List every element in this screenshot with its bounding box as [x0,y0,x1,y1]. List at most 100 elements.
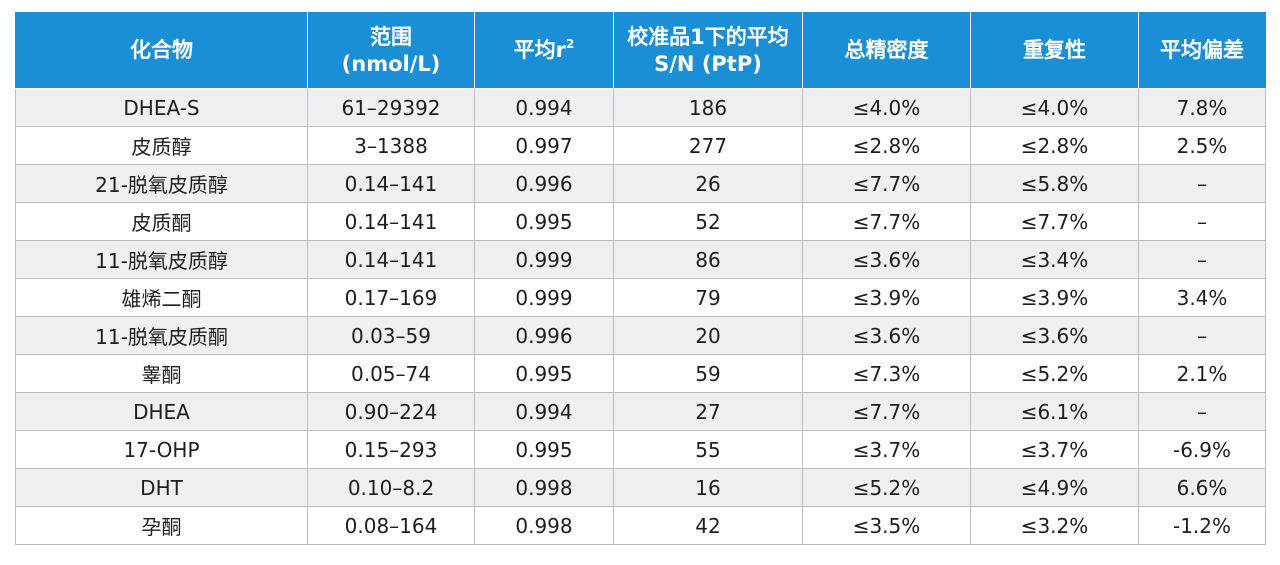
cell-total-precision: ≤2.8% [802,126,971,165]
cell-range: 0.14–141 [307,202,475,241]
cell-total-precision: ≤3.6% [802,316,971,355]
table-row: 孕酮 0.08–164 0.998 42 ≤3.5% ≤3.2% -1.2% [15,506,1266,545]
header-range: 范围 (nmol/L) [307,12,475,89]
cell-total-precision: ≤7.7% [802,202,971,241]
cell-mean-sn: 59 [613,354,803,393]
cell-total-precision: ≤7.7% [802,164,971,203]
cell-repeatability: ≤2.8% [970,126,1139,165]
header-mean-r2-label: 平均r [513,38,566,62]
table-row: 睾酮 0.05–74 0.995 59 ≤7.3% ≤5.2% 2.1% [15,354,1266,393]
cell-total-precision: ≤5.2% [802,468,971,507]
data-table-container: 化合物 范围 (nmol/L) 平均r2 校准品1下的平均 S/N (PtP) … [15,12,1266,545]
cell-repeatability: ≤4.9% [970,468,1139,507]
cell-mean-r2: 0.994 [474,392,614,431]
header-mean-r2-superscript: 2 [566,37,575,51]
cell-mean-r2: 0.998 [474,506,614,545]
cell-compound: 雄烯二酮 [15,278,308,317]
cell-mean-bias: – [1138,316,1266,355]
cell-compound: 皮质酮 [15,202,308,241]
compound-performance-table: 化合物 范围 (nmol/L) 平均r2 校准品1下的平均 S/N (PtP) … [15,12,1266,545]
cell-repeatability: ≤5.8% [970,164,1139,203]
header-range-label: 范围 [370,24,412,49]
cell-mean-bias: – [1138,240,1266,279]
cell-mean-bias: 3.4% [1138,278,1266,317]
cell-mean-r2: 0.999 [474,278,614,317]
cell-total-precision: ≤3.5% [802,506,971,545]
cell-mean-sn: 20 [613,316,803,355]
cell-mean-r2: 0.995 [474,354,614,393]
cell-total-precision: ≤3.9% [802,278,971,317]
cell-mean-r2: 0.994 [474,88,614,127]
cell-range: 0.15–293 [307,430,475,469]
header-row: 化合物 范围 (nmol/L) 平均r2 校准品1下的平均 S/N (PtP) … [15,12,1266,89]
header-compound: 化合物 [15,12,308,89]
cell-mean-sn: 42 [613,506,803,545]
cell-mean-sn: 186 [613,88,803,127]
table-body: DHEA-S 61–29392 0.994 186 ≤4.0% ≤4.0% 7.8% 皮质醇 3… [15,88,1266,545]
cell-repeatability: ≤3.2% [970,506,1139,545]
cell-mean-r2: 0.999 [474,240,614,279]
cell-mean-r2: 0.997 [474,126,614,165]
cell-compound: 21-脱氧皮质醇 [15,164,308,203]
cell-repeatability: ≤3.7% [970,430,1139,469]
cell-mean-sn: 79 [613,278,803,317]
cell-mean-sn: 277 [613,126,803,165]
cell-range: 0.17–169 [307,278,475,317]
cell-mean-r2: 0.996 [474,316,614,355]
header-compound-label: 化合物 [130,38,193,62]
cell-compound: 17-OHP [15,430,308,469]
cell-compound: 孕酮 [15,506,308,545]
cell-mean-sn: 52 [613,202,803,241]
cell-range: 0.08–164 [307,506,475,545]
cell-repeatability: ≤5.2% [970,354,1139,393]
cell-compound: 皮质醇 [15,126,308,165]
cell-repeatability: ≤3.6% [970,316,1139,355]
cell-mean-r2: 0.998 [474,468,614,507]
cell-mean-sn: 16 [613,468,803,507]
header-mean-bias-label: 平均偏差 [1160,38,1244,62]
cell-mean-bias: 7.8% [1138,88,1266,127]
cell-mean-bias: 6.6% [1138,468,1266,507]
cell-repeatability: ≤3.4% [970,240,1139,279]
table-header: 化合物 范围 (nmol/L) 平均r2 校准品1下的平均 S/N (PtP) … [15,12,1266,89]
table-row: 雄烯二酮 0.17–169 0.999 79 ≤3.9% ≤3.9% 3.4% [15,278,1266,317]
table-row: 皮质醇 3–1388 0.997 277 ≤2.8% ≤2.8% 2.5% [15,126,1266,165]
cell-repeatability: ≤3.9% [970,278,1139,317]
table-row: DHEA 0.90–224 0.994 27 ≤7.7% ≤6.1% – [15,392,1266,431]
cell-mean-bias: -6.9% [1138,430,1266,469]
header-mean-r2: 平均r2 [474,12,614,89]
cell-range: 3–1388 [307,126,475,165]
cell-mean-bias: – [1138,202,1266,241]
table-row: 皮质酮 0.14–141 0.995 52 ≤7.7% ≤7.7% – [15,202,1266,241]
header-total-precision: 总精密度 [802,12,971,89]
table-row: 11-脱氧皮质酮 0.03–59 0.996 20 ≤3.6% ≤3.6% – [15,316,1266,355]
cell-compound: 11-脱氧皮质醇 [15,240,308,279]
cell-repeatability: ≤4.0% [970,88,1139,127]
table-row: DHT 0.10–8.2 0.998 16 ≤5.2% ≤4.9% 6.6% [15,468,1266,507]
header-total-precision-label: 总精密度 [844,38,929,62]
cell-total-precision: ≤4.0% [802,88,971,127]
cell-mean-sn: 26 [613,164,803,203]
cell-mean-sn: 86 [613,240,803,279]
cell-mean-sn: 55 [613,430,803,469]
cell-mean-bias: -1.2% [1138,506,1266,545]
cell-repeatability: ≤6.1% [970,392,1139,431]
cell-mean-r2: 0.995 [474,202,614,241]
cell-total-precision: ≤7.3% [802,354,971,393]
cell-mean-bias: – [1138,164,1266,203]
cell-mean-bias: 2.1% [1138,354,1266,393]
header-range-unit: (nmol/L) [341,51,441,76]
cell-range: 0.14–141 [307,164,475,203]
cell-range: 0.10–8.2 [307,468,475,507]
table-row: DHEA-S 61–29392 0.994 186 ≤4.0% ≤4.0% 7.8% [15,88,1266,127]
cell-range: 0.03–59 [307,316,475,355]
header-mean-sn: 校准品1下的平均 S/N (PtP) [613,12,803,89]
table-row: 17-OHP 0.15–293 0.995 55 ≤3.7% ≤3.7% -6.9% [15,430,1266,469]
cell-compound: DHEA [15,392,308,431]
cell-mean-r2: 0.995 [474,430,614,469]
cell-compound: DHEA-S [15,88,308,127]
cell-compound: 睾酮 [15,354,308,393]
header-mean-bias: 平均偏差 [1138,12,1266,89]
cell-total-precision: ≤7.7% [802,392,971,431]
cell-total-precision: ≤3.6% [802,240,971,279]
